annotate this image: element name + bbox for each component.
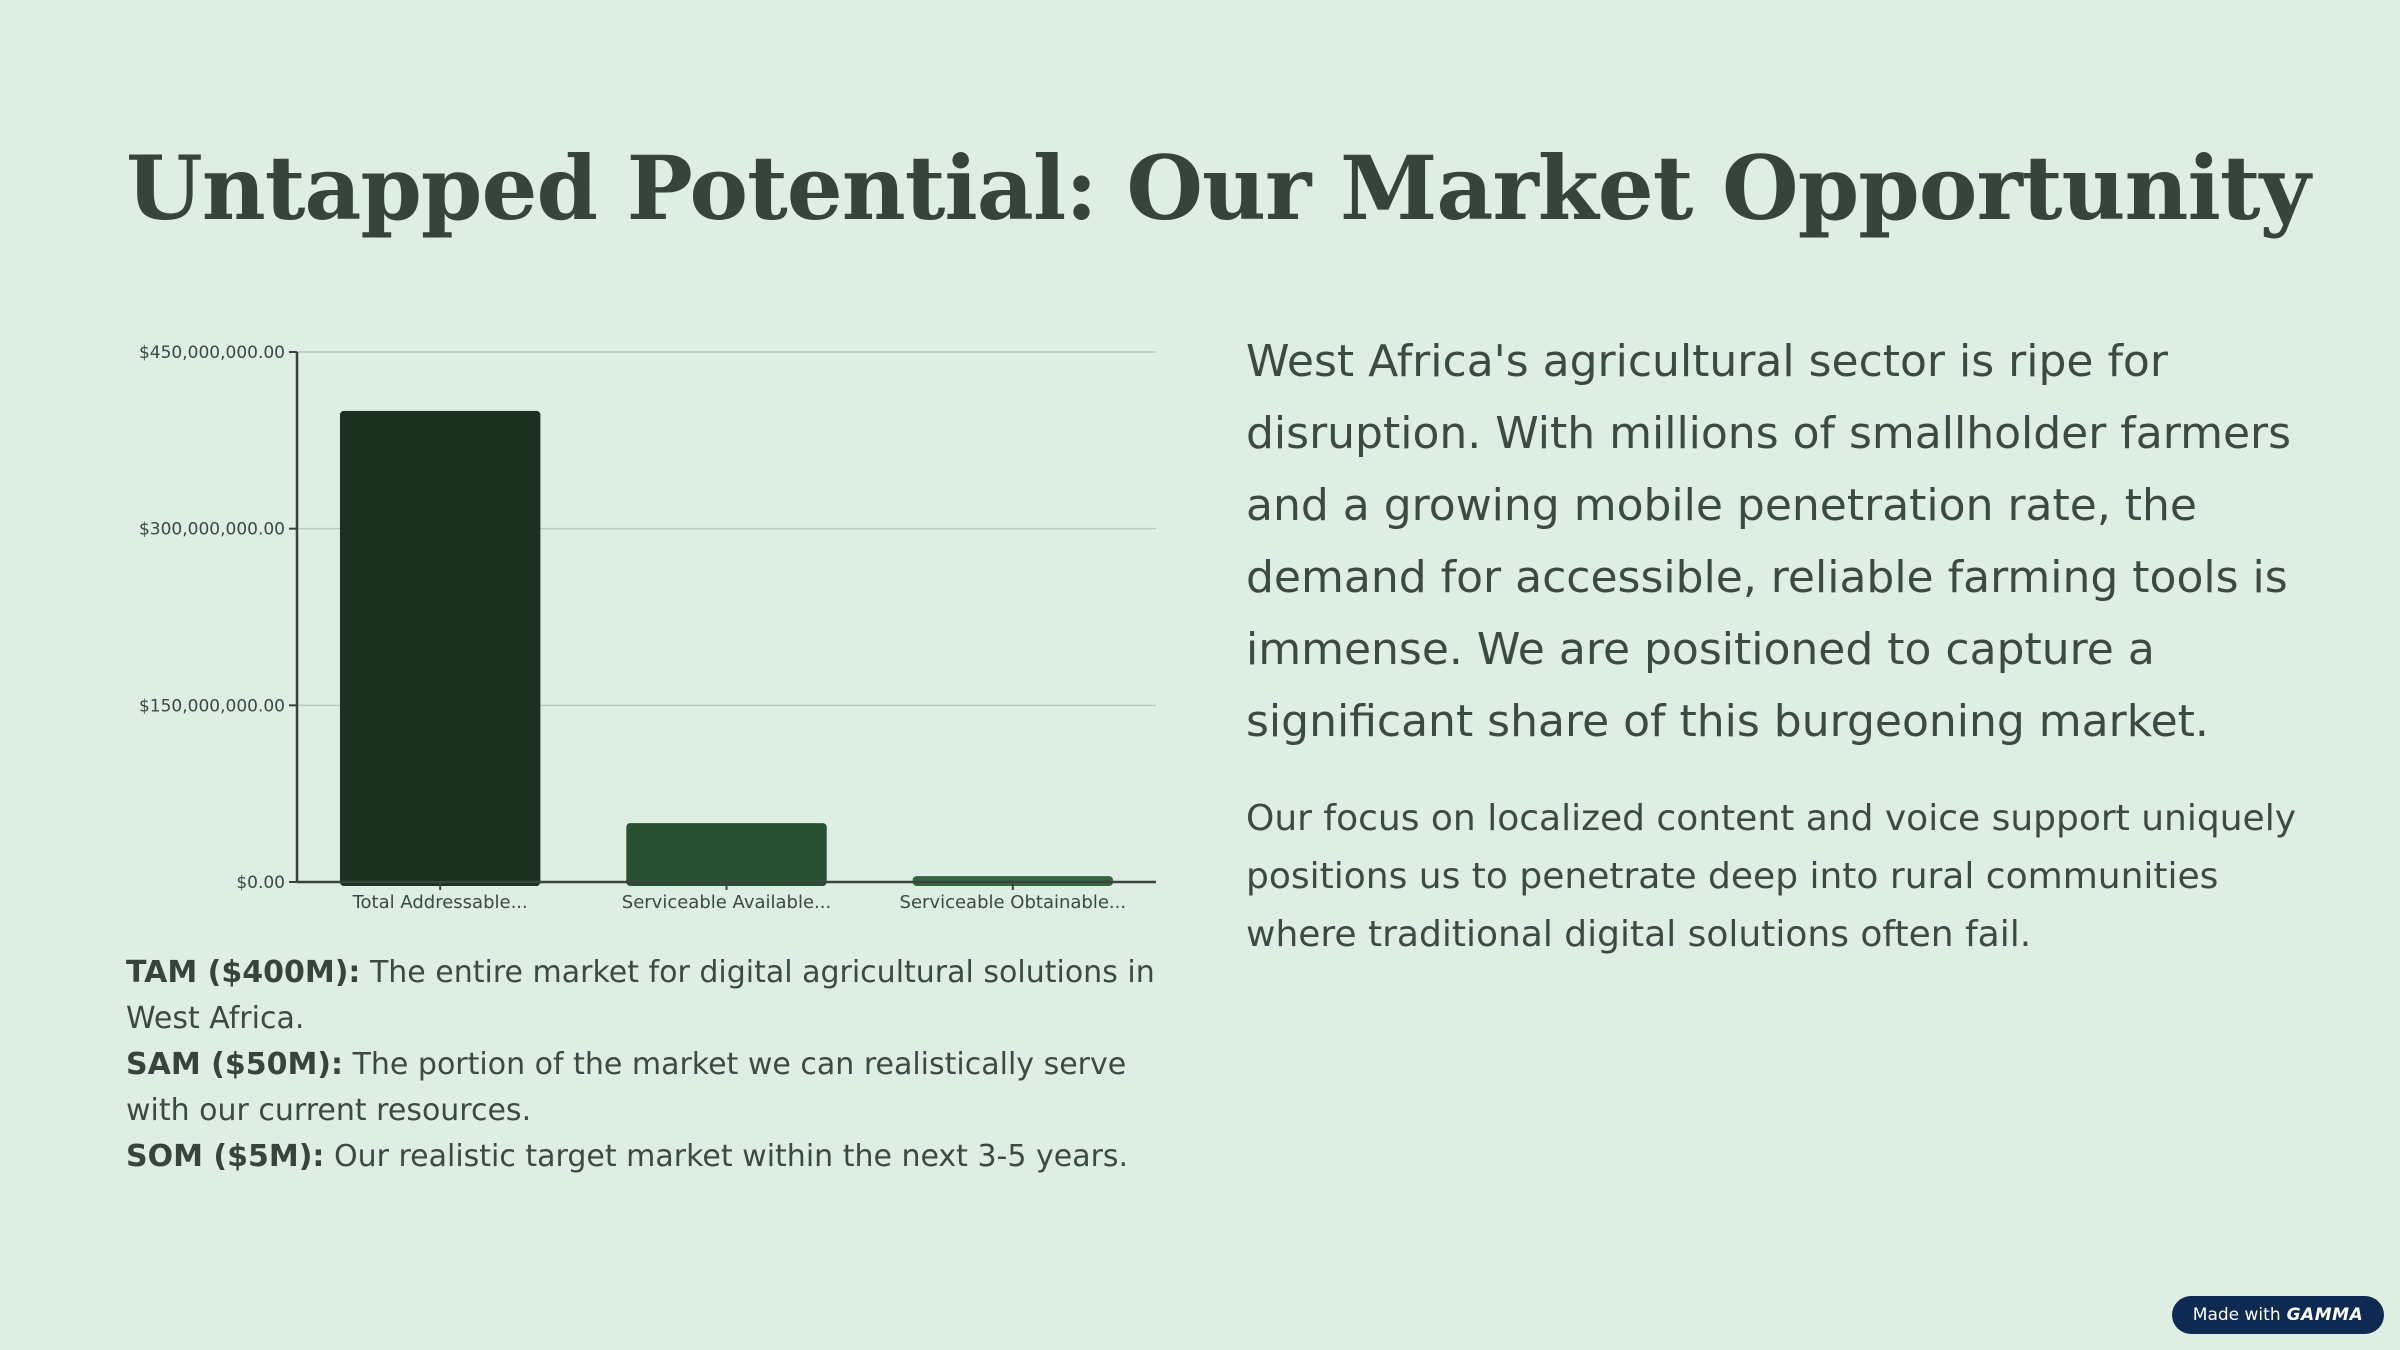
secondary-paragraph: Our focus on localized content and voice… [1246,798,2296,955]
lead-paragraph: West Africa's agricultural sector is rip… [1246,336,2292,747]
definition-som: SOM ($5M): Our realistic target market w… [126,1134,1166,1180]
definition-som-term: SOM ($5M): [126,1139,325,1174]
made-with-gamma-badge[interactable]: Made with GAMMA [2172,1296,2384,1334]
market-definitions: TAM ($400M): The entire market for digit… [126,950,1166,1180]
bar [339,410,541,886]
definition-tam-text: The entire market for digital agricultur… [126,955,1155,1036]
definition-tam: TAM ($400M): The entire market for digit… [126,950,1166,1042]
definition-sam-text: The portion of the market we can realist… [126,1047,1127,1128]
definition-sam: SAM ($50M): The portion of the market we… [126,1042,1166,1134]
y-tick-label: $0.00 [236,873,285,893]
definition-tam-term: TAM ($400M): [126,955,361,990]
definition-sam-term: SAM ($50M): [126,1047,344,1082]
y-tick-label: $450,000,000.00 [139,343,285,363]
slide-title: Untapped Potential: Our Market Opportuni… [126,136,2311,240]
bar [626,823,827,886]
market-size-bar-chart: $0.00 $150,000,000.00 $300,000,000.00 $450,… [139,343,1156,913]
x-tick-label: Serviceable Obtainable... [900,892,1127,913]
y-tick-label: $300,000,000.00 [139,520,285,540]
gamma-logo: GAMMA [2286,1305,2364,1325]
definition-som-text: Our realistic target market within the n… [324,1139,1129,1174]
x-tick-label: Total Addressable... [352,892,528,913]
badge-prefix: Made with [2192,1305,2281,1325]
x-tick-label: Serviceable Available... [622,892,831,913]
y-tick-label: $150,000,000.00 [139,696,285,716]
